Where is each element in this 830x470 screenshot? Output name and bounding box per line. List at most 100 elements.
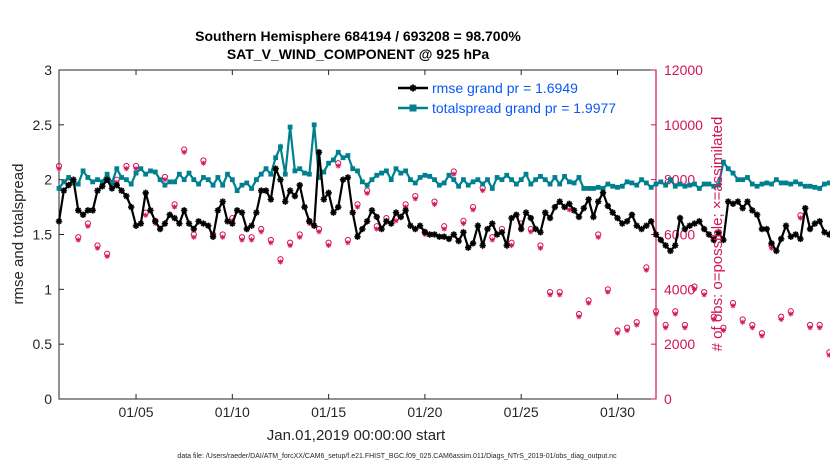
rmse-point [513,211,520,218]
rmse-point [190,225,198,233]
rmse-point [291,192,299,200]
obs-assimilated-point [133,166,139,172]
rmse-point [681,225,689,233]
rmse-point [551,203,559,211]
totalspread-point [417,175,423,180]
totalspread-point [465,182,471,188]
rmse-point [662,242,669,249]
rmse-point [744,198,751,205]
rmse-point [248,222,255,229]
rmse-point [580,204,587,212]
obs-assimilated-point [162,177,168,183]
obs-assimilated-point [826,352,830,358]
totalspread-point [441,180,447,186]
rmse-point [258,187,265,194]
rmse-point [315,149,323,156]
data-file-footnote: data file: /Users/raeder/DAI/ATM_forcXX/… [177,453,617,460]
totalspread-point [335,149,341,155]
rmse-point [777,235,785,243]
rmse-point [330,209,337,216]
rmse-point [474,222,482,229]
obs-assimilated-point [75,237,81,243]
rmse-point [180,207,188,214]
rmse-point [310,222,318,229]
rmse-point [816,218,823,225]
totalspread-point [648,184,654,190]
totalspread-point [812,184,818,190]
totalspread-point [229,177,235,183]
rmse-point [325,189,332,197]
totalspread-point [176,171,182,177]
obs-assimilated-point [104,253,110,260]
totalspread-point [234,188,240,194]
obs-assimilated-point [807,325,813,331]
y-left-tick-label: 0 [44,391,52,407]
obs-assimilated-point [248,237,255,243]
obs-assimilated-point [634,322,640,328]
y-axis-left-label: rmse and totalspread [10,164,27,305]
totalspread-point [547,181,553,187]
rmse-point [238,209,246,216]
obs-assimilated-point [557,292,563,298]
totalspread-point [557,181,563,187]
obs-assimilated-point [797,215,804,221]
rmse-point [296,181,303,189]
totalspread-point [80,168,86,174]
rmse-point [450,231,457,238]
rmse-point [672,242,679,249]
rmse-point [566,200,573,207]
rmse-point [647,218,655,225]
rmse-point [205,222,212,229]
obs-assimilated-point [720,327,727,334]
rmse-point [479,242,486,249]
totalspread-point [181,177,187,183]
obs-assimilated-point [701,292,707,298]
obs-assimilated-point [94,245,101,251]
rmse-point [614,214,621,222]
rmse-point [686,222,693,229]
rmse-point [407,222,414,229]
legend-entry-rmse: rmse grand pr = 1.6949 [398,80,578,96]
totalspread-point [735,177,741,183]
x-axis-label: Jan.01,2019 00:00:00 start [267,427,446,444]
rmse-point [691,220,698,227]
rmse-point [113,181,120,189]
rmse-point [349,209,356,216]
x-tick-label: 01/30 [600,404,635,420]
totalspread-point [109,180,115,186]
rmse-point [306,218,313,225]
y-axis-right-label: # of obs: o=possible; ×=assimilated [709,117,726,352]
totalspread-point [629,180,635,186]
totalspread-point [239,182,245,188]
totalspread-point [273,155,279,161]
legend-totalspread-marker [409,104,417,112]
rmse-point [715,229,722,236]
totalspread-point [152,169,158,175]
totalspread-point [393,166,399,172]
totalspread-point [826,180,830,186]
rmse-point [542,209,549,216]
obs-assimilated-point [605,289,611,295]
rmse-point [633,222,640,229]
rmse-point [599,189,607,197]
rmse-point [532,225,539,233]
totalspread-point [311,122,317,128]
rmse-point [460,229,467,236]
rmse-point [219,198,226,205]
rmse-point [89,207,96,214]
obs-assimilated-point [585,300,592,306]
rmse-point [277,176,284,183]
rmse-series [55,149,830,255]
totalspread-point [581,186,587,191]
rmse-point [493,231,501,238]
rmse-point [152,218,159,225]
totalspread-point [566,179,572,185]
rmse-point [758,225,766,233]
totalspread-point [244,180,250,186]
obs-assimilated-point [85,223,91,229]
rmse-point [763,225,770,233]
obs-assimilated-point [431,201,438,207]
rmse-point [118,187,125,194]
totalspread-point [696,186,702,191]
totalspread-point [191,177,197,183]
